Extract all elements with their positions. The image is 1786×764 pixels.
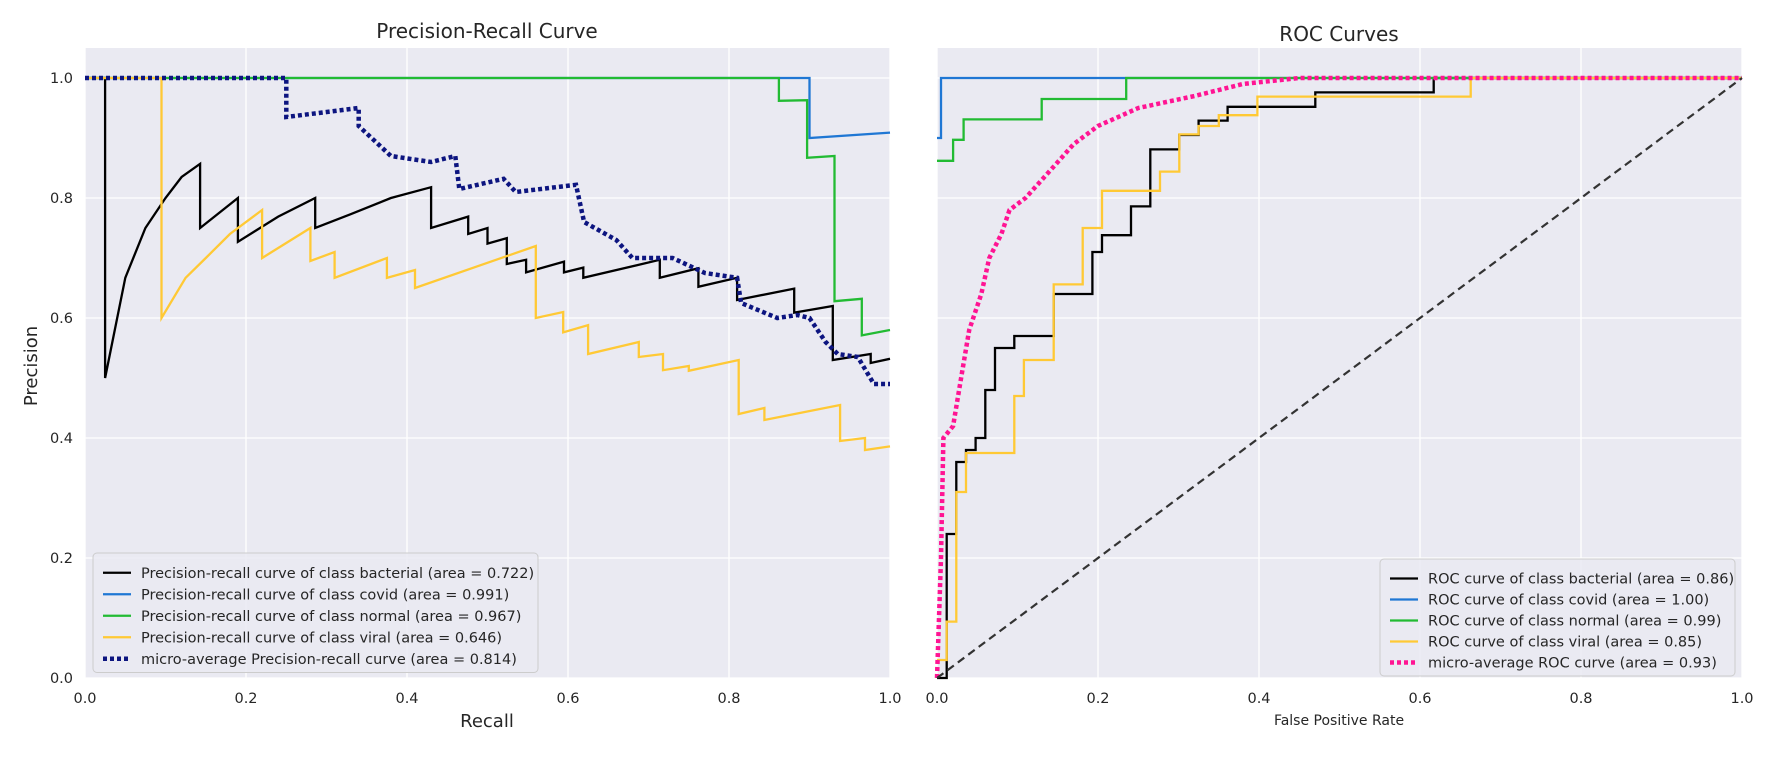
- legend-label: micro-average Precision-recall curve (ar…: [141, 652, 517, 668]
- y-tick-label: 0.0: [50, 671, 73, 687]
- series-line: [85, 76, 891, 337]
- series-line: [937, 76, 1742, 680]
- precision-recall-panel: Precision-Recall Curve Recall Precision …: [21, 19, 902, 732]
- x-tick-label: 0.4: [395, 691, 418, 707]
- y-tick-label: 1.0: [50, 71, 73, 87]
- legend: ROC curve of class bacterial (area = 0.8…: [1379, 558, 1736, 677]
- legend-label: Precision-recall curve of class viral (a…: [141, 630, 502, 646]
- x-tick-label: 0.0: [925, 691, 948, 707]
- x-tick-label: 0.4: [1247, 691, 1270, 707]
- series-line: [937, 76, 1742, 662]
- series-line: [936, 77, 1743, 679]
- x-axis-label: Recall: [460, 711, 514, 732]
- legend-label: micro-average ROC curve (area = 0.93): [1428, 656, 1717, 672]
- chart-title: ROC Curves: [1279, 22, 1398, 46]
- x-tick-label: 0.2: [234, 691, 257, 707]
- legend: Precision-recall curve of class bacteria…: [92, 552, 539, 673]
- legend-label: ROC curve of class normal (area = 0.99): [1428, 614, 1721, 630]
- y-axis-label: Precision: [21, 326, 42, 406]
- x-tick-label: 0.2: [1086, 691, 1109, 707]
- legend-label: ROC curve of class viral (area = 0.85): [1428, 635, 1702, 651]
- x-tick-label: 1.0: [878, 691, 901, 707]
- x-tick-label: 1.0: [1730, 691, 1753, 707]
- legend-label: Precision-recall curve of class normal (…: [141, 609, 521, 625]
- x-tick-label: 0.6: [556, 691, 579, 707]
- legend-label: Precision-recall curve of class bacteria…: [141, 566, 534, 582]
- legend-label: ROC curve of class covid (area = 1.00): [1428, 593, 1709, 609]
- series-line: [85, 76, 891, 452]
- y-tick-label: 0.4: [50, 431, 73, 447]
- legend-label: ROC curve of class bacterial (area = 0.8…: [1428, 572, 1734, 588]
- y-tick-label: 0.2: [50, 551, 73, 567]
- legend-box: [1379, 558, 1736, 677]
- x-tick-label: 0.8: [717, 691, 740, 707]
- series-line: [934, 75, 1742, 679]
- y-tick-label: 0.6: [50, 311, 73, 327]
- y-tick-label: 0.8: [50, 191, 73, 207]
- series-line: [85, 76, 891, 379]
- roc-panel: ROC Curves False Positive Rate 0.0 0.2 0.4…: [925, 22, 1753, 729]
- series-line: [85, 75, 890, 387]
- x-axis-label: False Positive Rate: [1274, 713, 1404, 729]
- legend-box: [92, 552, 539, 673]
- x-tick-label: 0.8: [1569, 691, 1592, 707]
- legend-label: Precision-recall curve of class covid (a…: [141, 587, 509, 603]
- chart-title: Precision-Recall Curve: [376, 19, 597, 43]
- series-line: [937, 76, 1742, 162]
- x-tick-label: 0.6: [1408, 691, 1431, 707]
- x-tick-label: 0.0: [73, 691, 96, 707]
